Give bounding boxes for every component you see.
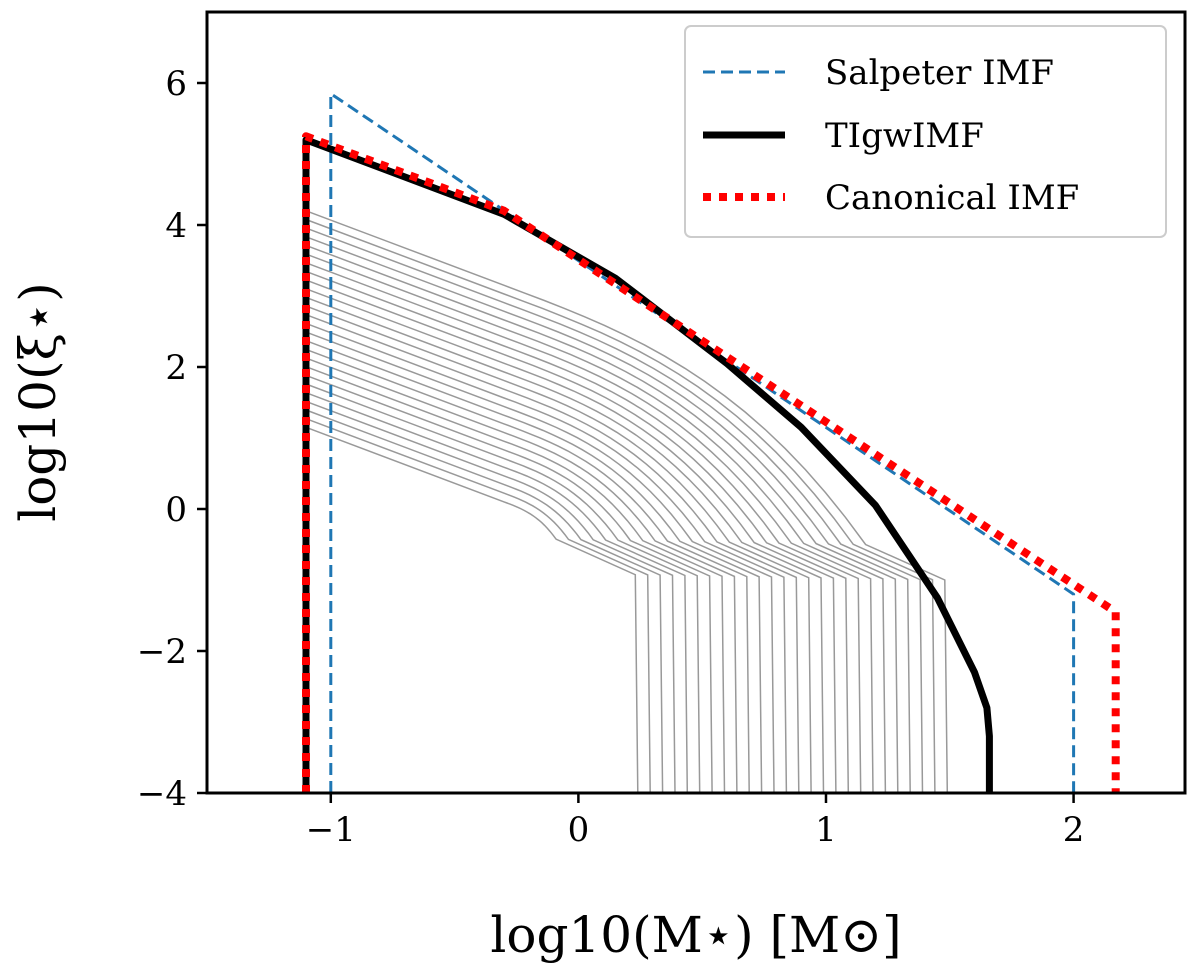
plot-frame [205,10,1187,795]
y-tick-label: 0 [165,490,187,530]
grey-curve [305,253,887,794]
grey-curve [305,270,862,794]
grey-curves [305,210,949,794]
grey-curve [305,357,738,794]
grey-curve [305,227,924,794]
legend-label-tigwimf: TIgwIMF [825,116,984,156]
grey-curve [305,365,726,794]
legend-label-salpeter: Salpeter IMF [825,53,1054,93]
grey-curve [305,236,911,794]
y-axis: −4 −2 0 2 4 6 [137,64,207,814]
x-tick-label: 2 [1063,810,1085,850]
x-tick-label: −1 [306,810,356,850]
grey-curve [305,218,936,794]
grey-curve [305,305,812,794]
grey-curve [305,391,689,794]
canonical-line [302,132,1120,793]
grey-curve [305,383,701,794]
x-axis: −1 0 1 2 [306,793,1085,850]
y-tick-label: 2 [165,348,187,388]
grey-curve [305,262,874,794]
grey-curve [305,409,664,794]
grey-curve [305,417,651,794]
y-tick-label: −2 [137,632,187,672]
legend-frame [684,25,1167,238]
grey-curve [305,210,949,794]
grey-curve [305,348,750,794]
grey-curve [305,331,775,794]
y-tick-label: 6 [165,64,187,104]
grey-curve [305,400,676,794]
x-axis-label: log10(M⋆) [M⊙] [490,906,901,964]
grey-curve [305,426,639,794]
y-tick-label: 4 [165,206,187,246]
grey-curve [305,244,899,794]
grey-curve [305,288,837,794]
grey-curve [305,296,825,794]
salpeter-line [329,92,1076,793]
x-tick-label: 0 [568,810,590,850]
legend-label-canonical: Canonical IMF [825,178,1079,218]
y-axis-label: log10(ξ⋆) [9,282,67,522]
y-tick-label: −4 [137,774,187,814]
grey-curve [305,339,763,794]
grey-curve [305,313,800,794]
grey-curve [305,374,713,794]
series-lines [302,92,1120,793]
legend: Salpeter IMF TIgwIMF Canonical IMF [684,25,1167,238]
grey-curve [305,279,850,794]
grey-curve [305,322,788,794]
x-tick-label: 1 [815,810,837,850]
